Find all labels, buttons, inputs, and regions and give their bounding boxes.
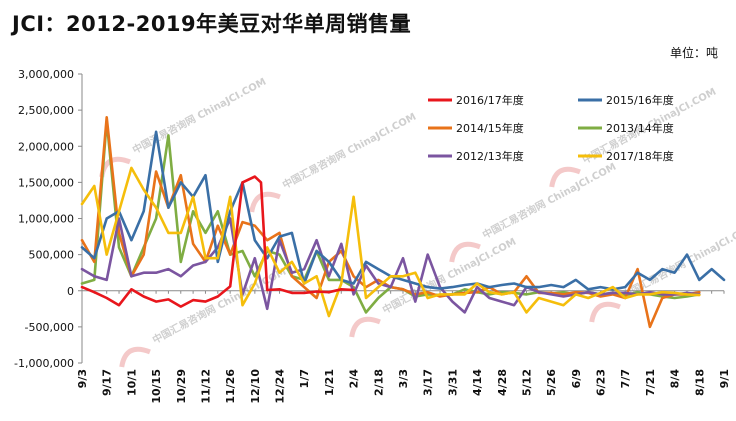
series-line bbox=[80, 166, 701, 318]
legend-item: 2014/15年度 bbox=[428, 121, 524, 135]
x-tick-label: 11/26 bbox=[224, 369, 237, 404]
x-tick-label: 10/15 bbox=[150, 369, 163, 404]
x-tick-label: 1/7 bbox=[298, 369, 311, 388]
y-tick-label: 1,000,000 bbox=[18, 213, 74, 226]
y-tick-label: 3,000,000 bbox=[18, 68, 74, 81]
x-tick-label: 8/18 bbox=[693, 369, 706, 396]
watermark-text: 中国汇易咨询网 ChinaJCI.COM bbox=[280, 110, 418, 192]
x-tick-label: 9/3 bbox=[76, 369, 89, 388]
watermark: 中国汇易咨询网 ChinaJCI.COM bbox=[119, 265, 288, 368]
watermark-text: 中国汇易咨询网 ChinaJCI.COM bbox=[130, 75, 268, 157]
legend: 2016/17年度 2015/16年度 2014/15年度 2013/14年度 2012… bbox=[428, 93, 674, 163]
legend-item: 2013/14年度 bbox=[578, 121, 674, 135]
legend-item: 2012/13年度 bbox=[428, 149, 524, 163]
x-tick-label: 7/21 bbox=[644, 369, 657, 396]
x-tick-label: 10/29 bbox=[175, 369, 188, 404]
legend-label: 2014/15年度 bbox=[456, 121, 524, 135]
y-tick-label: -500,000 bbox=[25, 321, 74, 334]
watermark: 中国汇易咨询网 ChinaJCI.COM bbox=[99, 75, 268, 178]
watermark-logo-icon bbox=[549, 166, 581, 188]
x-tick-label: 3/3 bbox=[397, 369, 410, 388]
y-tick-label: 2,000,000 bbox=[18, 140, 74, 153]
x-axis: 9/3 9/17 10/1 10/15 10/29 11/12 11/26 12/10 12/2… bbox=[76, 290, 731, 404]
x-tick-label: 4/14 bbox=[471, 369, 484, 396]
x-tick-label: 12/24 bbox=[274, 369, 287, 404]
y-tick-label: 0 bbox=[67, 285, 74, 298]
unit-label: 单位：吨 bbox=[669, 46, 718, 60]
legend-item: 2016/17年度 bbox=[428, 93, 524, 107]
x-tick-label: 1/21 bbox=[323, 369, 336, 396]
x-tick-label: 6/9 bbox=[570, 369, 583, 388]
watermark-text: 中国汇易咨询网 ChinaJCI.COM bbox=[620, 220, 736, 302]
y-tick-label: -1,000,000 bbox=[14, 357, 74, 370]
legend-item: 2015/16年度 bbox=[578, 93, 674, 107]
x-tick-label: 5/12 bbox=[520, 369, 533, 396]
legend-label: 2016/17年度 bbox=[456, 93, 524, 107]
watermark: 中国汇易咨询网 ChinaJCI.COM bbox=[249, 110, 418, 213]
legend-label: 2013/14年度 bbox=[606, 121, 674, 135]
watermark-logo-icon bbox=[349, 316, 381, 338]
y-tick-label: 1,500,000 bbox=[18, 176, 74, 189]
watermark-logo-icon bbox=[449, 241, 481, 263]
series-line bbox=[80, 175, 355, 308]
watermark: 中国汇易咨询网 ChinaJCI.COM bbox=[449, 160, 618, 263]
watermark-text: 中国汇易咨询网 ChinaJCI.COM bbox=[480, 160, 618, 242]
x-tick-label: 10/1 bbox=[125, 369, 138, 396]
y-axis: 3,000,000 2,500,000 2,000,000 1,500,000 1,00… bbox=[14, 68, 83, 370]
legend-item: 2017/18年度 bbox=[578, 149, 674, 163]
legend-label: 2015/16年度 bbox=[606, 93, 674, 107]
x-tick-label: 9/17 bbox=[101, 369, 114, 396]
x-tick-label: 8/4 bbox=[669, 369, 682, 389]
x-tick-label: 9/1 bbox=[718, 369, 731, 388]
x-tick-label: 11/12 bbox=[199, 369, 212, 404]
y-tick-label: 500,000 bbox=[29, 249, 75, 262]
watermark-logo-icon bbox=[589, 301, 621, 323]
x-tick-label: 12/10 bbox=[249, 369, 262, 404]
legend-label: 2012/13年度 bbox=[456, 149, 524, 163]
x-tick-label: 4/28 bbox=[496, 369, 509, 396]
x-tick-label: 2/18 bbox=[372, 369, 385, 396]
legend-label: 2017/18年度 bbox=[606, 149, 674, 163]
chart-title: JCI：2012-2019年美豆对华单周销售量 bbox=[12, 12, 412, 36]
x-tick-label: 6/23 bbox=[595, 369, 608, 396]
series-line bbox=[80, 130, 726, 291]
x-tick-label: 2/4 bbox=[348, 369, 361, 389]
x-tick-label: 7/7 bbox=[619, 369, 632, 388]
series-layer bbox=[80, 116, 726, 329]
watermark-logo-icon bbox=[119, 346, 151, 368]
x-tick-label: 3/17 bbox=[422, 369, 435, 396]
x-tick-label: 3/31 bbox=[446, 369, 459, 396]
y-tick-label: 2,500,000 bbox=[18, 104, 74, 117]
x-tick-label: 5/26 bbox=[545, 369, 558, 396]
